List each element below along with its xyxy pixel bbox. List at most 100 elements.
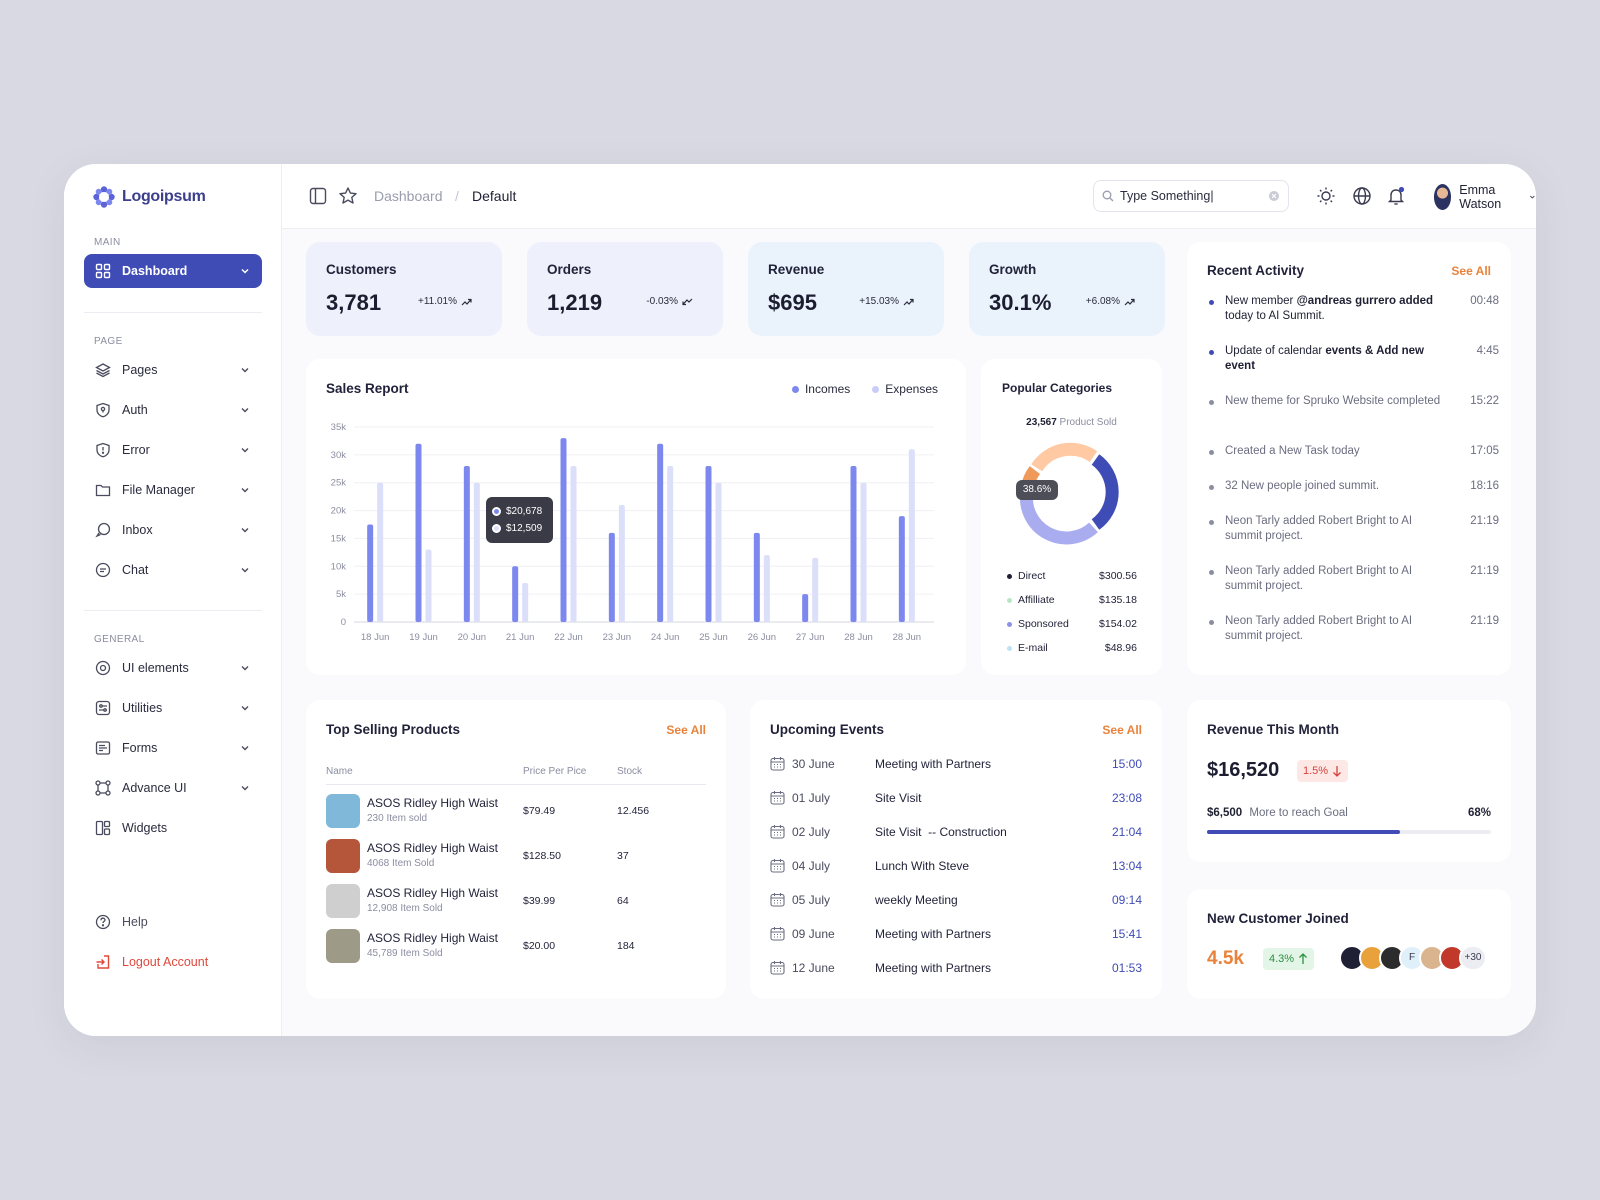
bar-incomes[interactable] (753, 532, 760, 622)
bar-expenses[interactable] (377, 482, 384, 622)
donut-segment-affiliate (1031, 442, 1098, 472)
event-date: 12 June (792, 961, 835, 975)
stat-change-value: +6.08% (1085, 296, 1120, 307)
activity-text: Neon Tarly added Robert Bright to AI sum… (1225, 614, 1449, 644)
product-stock: 37 (617, 850, 629, 862)
table-row[interactable]: ASOS Ridley High Waist 230 Item sold $79.4… (326, 794, 706, 830)
star-icon[interactable] (338, 186, 358, 206)
bar-expenses[interactable] (570, 466, 577, 622)
help-link[interactable]: Help (84, 905, 262, 939)
event-row[interactable]: 05 July weekly Meeting 09:14 (770, 890, 1142, 910)
bar-incomes[interactable] (850, 466, 857, 622)
stat-card-customers[interactable]: Customers 3,781 +11.01% (306, 242, 502, 336)
see-all-link[interactable]: See All (1451, 264, 1491, 278)
activity-item[interactable]: Created a New Task today 17:05 (1209, 444, 1499, 459)
event-row[interactable]: 01 July Site Visit 23:08 (770, 788, 1142, 808)
activity-item[interactable]: Neon Tarly added Robert Bright to AI sum… (1209, 564, 1499, 594)
chevron-down-icon (241, 706, 249, 711)
bar-expenses[interactable] (908, 449, 915, 622)
user-menu[interactable]: Emma Watson (1434, 183, 1536, 211)
sidebar-item-file-manager[interactable]: File Manager (84, 473, 262, 507)
sidebar-item-forms[interactable]: Forms (84, 731, 262, 765)
clear-search-icon[interactable] (1268, 190, 1280, 202)
sidebar-item-auth[interactable]: Auth (84, 393, 262, 427)
bell-icon[interactable] (1386, 186, 1406, 206)
bar-expenses[interactable] (667, 466, 674, 622)
logout-button[interactable]: Logout Account (84, 945, 262, 979)
bar-expenses[interactable] (763, 555, 770, 622)
search-input[interactable]: Type Something| (1093, 180, 1289, 212)
popular-categories-card: Popular Categories 23,567 Product Sold 3… (981, 359, 1162, 675)
logout-icon (94, 953, 112, 971)
activity-item[interactable]: Neon Tarly added Robert Bright to AI sum… (1209, 514, 1499, 544)
bar-expenses[interactable] (715, 482, 722, 622)
sidebar-item-pages[interactable]: Pages (84, 353, 262, 387)
bar-incomes[interactable] (898, 516, 905, 622)
bar-incomes[interactable] (705, 466, 712, 622)
activity-text-part: Neon Tarly added Robert Bright to AI sum… (1225, 515, 1413, 542)
product-sold: 230 Item sold (367, 813, 428, 824)
bar-expenses[interactable] (425, 549, 432, 622)
bar-incomes[interactable] (560, 438, 567, 622)
chart-legend: Incomes Expenses (791, 382, 938, 396)
event-row[interactable]: 12 June Meeting with Partners 01:53 (770, 958, 1142, 978)
sidebar-item-chat[interactable]: Chat (84, 553, 262, 587)
bar-incomes[interactable] (512, 566, 519, 622)
bar-incomes[interactable] (657, 443, 664, 622)
activity-item[interactable]: New theme for Spruko Website completed 15… (1209, 394, 1499, 409)
activity-item[interactable]: 32 New people joined summit. 18:16 (1209, 479, 1499, 494)
bar-expenses[interactable] (860, 482, 867, 622)
chevron-down-icon (1530, 195, 1536, 199)
sidebar-item-error[interactable]: Error (84, 433, 262, 467)
legend-dot (872, 386, 880, 393)
bar-incomes[interactable] (802, 594, 809, 622)
event-row[interactable]: 04 July Lunch With Steve 13:04 (770, 856, 1142, 876)
sidebar-item-inbox[interactable]: Inbox (84, 513, 262, 547)
bar-incomes[interactable] (367, 524, 374, 623)
stat-value: 1,219 (547, 290, 603, 315)
table-row[interactable]: ASOS Ridley High Waist 12,908 Item Sold $3… (326, 884, 706, 920)
see-all-link[interactable]: See All (666, 723, 706, 737)
bar-expenses[interactable] (812, 557, 819, 622)
bar-expenses[interactable] (473, 482, 480, 622)
brand-logo[interactable]: Logoipsum (92, 184, 206, 210)
stat-card-growth[interactable]: Growth 30.1% +6.08% (969, 242, 1165, 336)
legend-item-incomes[interactable]: Incomes (791, 382, 850, 396)
legend-item-expenses[interactable]: Expenses (872, 382, 938, 396)
bar-expenses[interactable] (522, 583, 529, 622)
table-row[interactable]: ASOS Ridley High Waist 4068 Item Sold $128… (326, 839, 706, 875)
activity-item[interactable]: Update of calendar events & Add new even… (1209, 344, 1499, 374)
activity-dot (1209, 450, 1214, 455)
bar-incomes[interactable] (415, 443, 422, 622)
sidebar-toggle-icon[interactable] (308, 186, 328, 206)
stat-change-value: +11.01% (417, 296, 457, 307)
activity-item[interactable]: New member @andreas gurrero added today … (1209, 294, 1499, 324)
sun-icon[interactable] (1316, 186, 1336, 206)
x-tick-label: 26 Jun (748, 632, 777, 643)
event-row[interactable]: 09 June Meeting with Partners 15:41 (770, 924, 1142, 944)
chevron-down-icon (241, 666, 249, 671)
event-row[interactable]: 30 June Meeting with Partners 15:00 (770, 754, 1142, 774)
activity-item[interactable]: Neon Tarly added Robert Bright to AI sum… (1209, 614, 1499, 644)
stat-value: 3,781 (326, 290, 382, 315)
table-row[interactable]: ASOS Ridley High Waist 45,789 Item Sold $2… (326, 929, 706, 965)
sidebar-item-label: File Manager (122, 483, 195, 497)
bar-incomes[interactable] (463, 466, 470, 622)
stat-card-revenue[interactable]: Revenue $695 +15.03% (748, 242, 944, 336)
bar-expenses[interactable] (618, 505, 625, 622)
bar-incomes[interactable] (608, 532, 615, 622)
breadcrumb-root[interactable]: Dashboard (374, 188, 443, 204)
sidebar-item-utilities[interactable]: Utilities (84, 691, 262, 725)
sidebar-item-widgets[interactable]: Widgets (84, 811, 262, 845)
see-all-link[interactable]: See All (1102, 723, 1142, 737)
sidebar-item-dashboard[interactable]: Dashboard (84, 254, 262, 288)
sidebar-item-advance-ui[interactable]: Advance UI (84, 771, 262, 805)
stat-card-orders[interactable]: Orders 1,219 -0.03% (527, 242, 723, 336)
globe-icon[interactable] (1352, 186, 1372, 206)
tooltip-value-expenses: $12,509 (506, 523, 543, 534)
revenue-value: $16,520 (1207, 759, 1280, 781)
sidebar-item-ui-elements[interactable]: UI elements (84, 651, 262, 685)
product-price: $128.50 (523, 850, 561, 862)
event-row[interactable]: 02 July Site Visit -- Construction 21:04 (770, 822, 1142, 842)
stat-value: 30.1% (989, 290, 1052, 315)
